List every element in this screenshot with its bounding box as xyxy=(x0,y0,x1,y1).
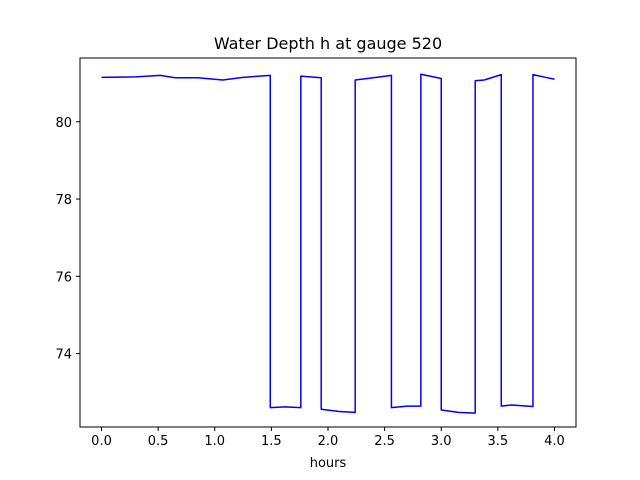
plot-area xyxy=(101,73,555,414)
y-tick-label: 74 xyxy=(55,348,72,363)
x-tick-label: 3.0 xyxy=(431,434,452,449)
x-tick-label: 2.0 xyxy=(318,434,339,449)
y-axis: 74 76 78 80 xyxy=(55,116,80,363)
series-line-0 xyxy=(101,73,555,414)
x-tick-label: 1.5 xyxy=(261,434,282,449)
y-tick-label: 80 xyxy=(55,116,72,131)
x-tick-label: 2.5 xyxy=(374,434,395,449)
x-tick-label: 3.5 xyxy=(488,434,509,449)
y-tick-label: 76 xyxy=(55,270,72,285)
x-tick-label: 1.0 xyxy=(204,434,225,449)
x-tick-label: 4.0 xyxy=(544,434,565,449)
x-tick-label: 0.0 xyxy=(91,434,112,449)
chart-title: Water Depth h at gauge 520 xyxy=(214,34,442,53)
y-tick-label: 78 xyxy=(55,193,72,208)
x-axis-label: hours xyxy=(310,456,347,471)
x-tick-label: 0.5 xyxy=(148,434,169,449)
x-axis: 0.0 0.5 1.0 1.5 2.0 2.5 3.0 3.5 4.0 xyxy=(91,427,565,449)
